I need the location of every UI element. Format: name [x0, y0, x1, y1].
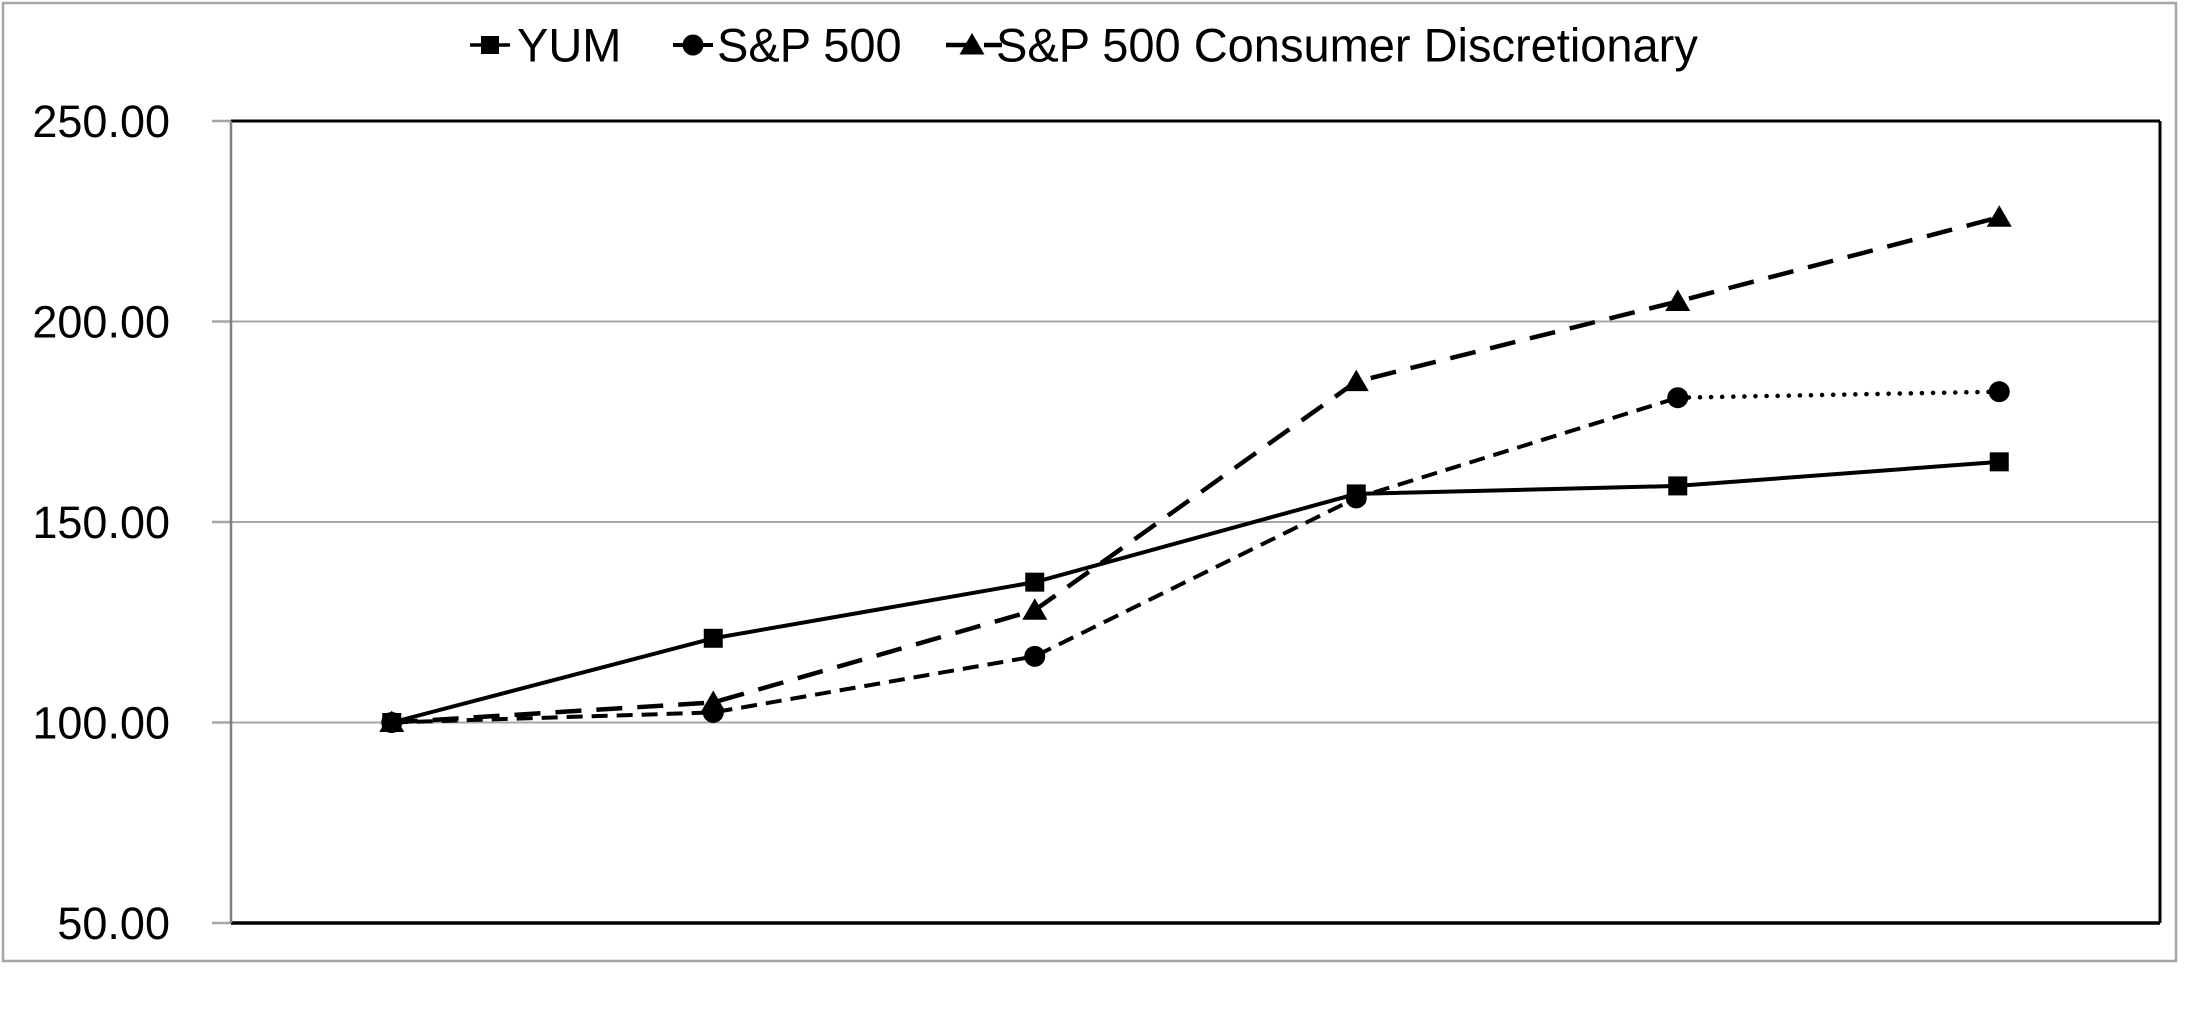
- legend-item-sp500-consumer-discretionary: S&P 500 Consumer Discretionary: [946, 18, 1698, 71]
- y-axis: 250.00 200.00 150.00 100.00 50.00: [32, 96, 170, 949]
- series-line-s-p-500: [391, 395, 1679, 725]
- series-layer: [379, 205, 2012, 733]
- legend-square-marker-icon: [481, 36, 499, 54]
- y-axis-tick-label: 200.00: [32, 296, 170, 347]
- y-axis-tick-label: 100.00: [32, 697, 170, 748]
- legend-triangle-marker-icon: [959, 33, 985, 55]
- data-point-square-marker: [1989, 452, 2009, 472]
- data-point-circle-marker: [1024, 645, 1046, 667]
- series-line-s-p-500-consumer-discretionary: [391, 215, 2000, 725]
- legend-label-sp500: S&P 500: [717, 18, 902, 71]
- y-axis-tick-label: 50.00: [57, 898, 170, 949]
- chart-outer-border: [1, 1, 2178, 963]
- legend-label-sp500-consumer-discretionary: S&P 500 Consumer Discretionary: [996, 18, 1698, 71]
- data-point-triangle-marker: [700, 690, 726, 712]
- y-axis-tick-label: 250.00: [32, 96, 170, 147]
- legend-circle-marker-icon: [682, 34, 704, 56]
- data-point-square-marker: [1025, 572, 1045, 592]
- data-point-square-marker: [1668, 476, 1688, 496]
- y-axis-tick-label: 150.00: [32, 497, 170, 548]
- data-point-circle-marker: [1667, 387, 1689, 409]
- data-point-square-marker: [1346, 484, 1366, 504]
- data-point-triangle-marker: [1343, 369, 1369, 392]
- data-point-triangle-marker: [1022, 598, 1048, 620]
- legend-item-yum: YUM: [470, 18, 621, 71]
- data-point-square-marker: [703, 628, 723, 648]
- legend-item-sp500: S&P 500: [673, 18, 902, 71]
- gridlines-layer: [212, 119, 2160, 925]
- series-line-yum: [391, 459, 2000, 725]
- data-point-circle-marker: [1988, 381, 2010, 403]
- legend-label-yum: YUM: [517, 18, 621, 71]
- data-point-triangle-marker: [1665, 289, 1691, 311]
- axes-layer: [229, 119, 2162, 925]
- series-yum: [382, 452, 2009, 732]
- data-point-triangle-marker: [1986, 205, 2012, 227]
- chart-legend: YUM S&P 500 S&P 500 Consumer Discretiona…: [470, 18, 1698, 71]
- series-line-s-p-500-last-segment: [1675, 389, 2002, 400]
- data-point-square-marker: [382, 713, 402, 732]
